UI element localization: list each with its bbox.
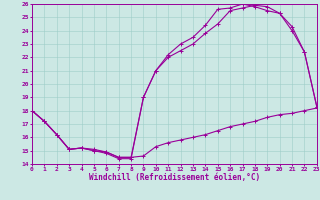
- X-axis label: Windchill (Refroidissement éolien,°C): Windchill (Refroidissement éolien,°C): [89, 173, 260, 182]
